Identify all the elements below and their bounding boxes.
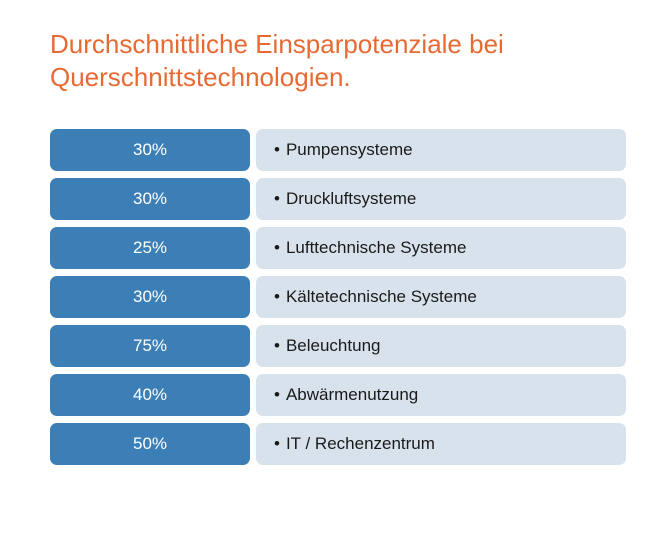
table-row: 30% • Kältetechnische Systeme (50, 276, 626, 318)
bullet-icon: • (274, 287, 280, 307)
pct-cell: 40% (50, 374, 250, 416)
table-row: 40% • Abwärmenutzung (50, 374, 626, 416)
page-title: Durchschnittliche Einsparpotenziale bei … (50, 28, 626, 93)
bullet-icon: • (274, 434, 280, 454)
label-cell: • Abwärmenutzung (256, 374, 626, 416)
table-row: 75% • Beleuchtung (50, 325, 626, 367)
label-text: Abwärmenutzung (286, 385, 418, 405)
bullet-icon: • (274, 385, 280, 405)
label-cell: • Pumpensysteme (256, 129, 626, 171)
pct-cell: 30% (50, 129, 250, 171)
label-text: Pumpensysteme (286, 140, 413, 160)
bullet-icon: • (274, 140, 280, 160)
label-text: Lufttechnische Systeme (286, 238, 466, 258)
label-cell: • Druckluftsysteme (256, 178, 626, 220)
pct-cell: 30% (50, 276, 250, 318)
label-cell: • IT / Rechenzentrum (256, 423, 626, 465)
bullet-icon: • (274, 189, 280, 209)
table-row: 30% • Pumpensysteme (50, 129, 626, 171)
label-text: Beleuchtung (286, 336, 381, 356)
label-text: Druckluftsysteme (286, 189, 416, 209)
label-cell: • Beleuchtung (256, 325, 626, 367)
pct-cell: 75% (50, 325, 250, 367)
table-row: 50% • IT / Rechenzentrum (50, 423, 626, 465)
bullet-icon: • (274, 336, 280, 356)
pct-cell: 25% (50, 227, 250, 269)
pct-cell: 50% (50, 423, 250, 465)
table-row: 25% • Lufttechnische Systeme (50, 227, 626, 269)
table-row: 30% • Druckluftsysteme (50, 178, 626, 220)
label-text: Kältetechnische Systeme (286, 287, 477, 307)
savings-chart: 30% • Pumpensysteme 30% • Druckluftsysteme 25%… (50, 129, 626, 465)
label-cell: • Lufttechnische Systeme (256, 227, 626, 269)
label-cell: • Kältetechnische Systeme (256, 276, 626, 318)
pct-cell: 30% (50, 178, 250, 220)
bullet-icon: • (274, 238, 280, 258)
label-text: IT / Rechenzentrum (286, 434, 435, 454)
